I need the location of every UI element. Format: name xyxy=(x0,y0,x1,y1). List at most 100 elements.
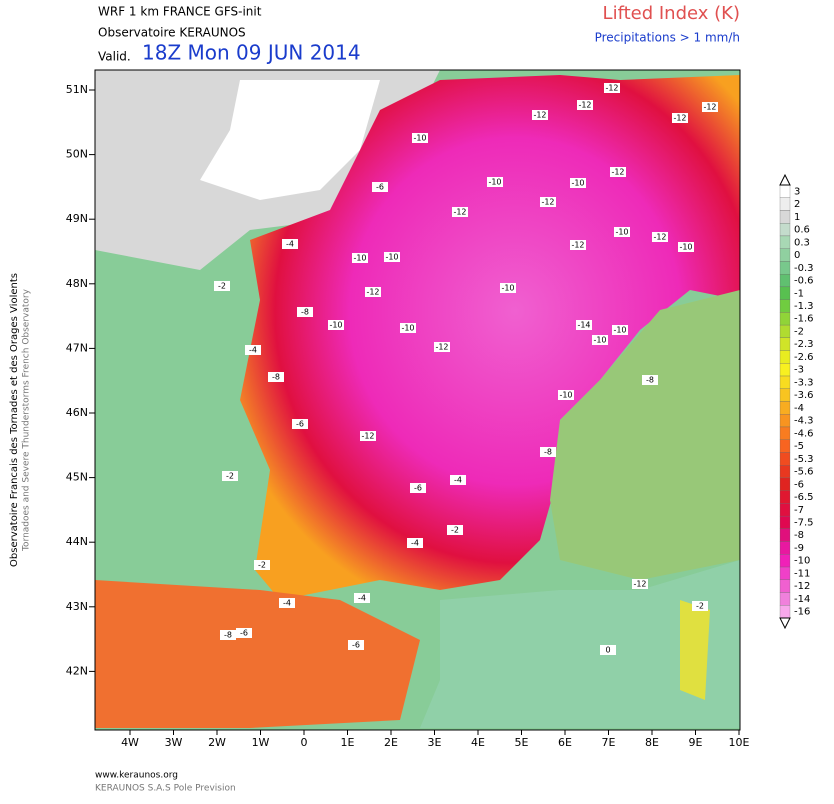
map-label: -2 xyxy=(451,526,459,535)
lat-label: 44N xyxy=(66,535,88,548)
subtitle: Precipitations > 1 mm/h xyxy=(595,31,740,45)
legend-arrow xyxy=(779,617,791,630)
lon-label: 5E xyxy=(515,736,529,749)
map-label-box xyxy=(632,579,648,589)
map-label-box xyxy=(384,252,400,262)
legend-swatch xyxy=(779,541,791,555)
legend-swatch xyxy=(779,184,791,198)
map-label: -10 xyxy=(571,179,584,188)
map-label-box xyxy=(614,227,630,237)
map-label-box xyxy=(297,307,313,317)
legend-swatch xyxy=(779,324,791,338)
map-label: -12 xyxy=(533,111,546,120)
legend-swatch xyxy=(779,223,791,237)
map-label: -12 xyxy=(611,168,624,177)
map-label-box xyxy=(570,240,586,250)
lat-label: 46N xyxy=(66,406,88,419)
map-label-box xyxy=(282,239,298,249)
map-label-box xyxy=(577,100,593,110)
map-label-box xyxy=(412,133,428,143)
legend-swatch xyxy=(779,566,791,580)
lon-label: 10E xyxy=(729,736,750,749)
map-label-box xyxy=(400,323,416,333)
legend-label: -3.3 xyxy=(794,377,814,388)
legend-swatch xyxy=(779,197,791,211)
map-label-box xyxy=(450,475,466,485)
legend-label: -11 xyxy=(794,568,810,579)
lat-label: 51N xyxy=(66,83,88,96)
legend-swatch xyxy=(779,592,791,606)
legend-swatch xyxy=(779,439,791,453)
lat-label: 45N xyxy=(66,471,88,484)
map-label-box xyxy=(652,232,668,242)
legend-label: 0 xyxy=(794,250,800,261)
legend-label: -3 xyxy=(794,365,804,376)
map-label: -12 xyxy=(453,208,466,217)
map-label-box xyxy=(434,342,450,352)
legend-label: -12 xyxy=(794,581,810,592)
map-label-box xyxy=(268,372,284,382)
side-text: Observatoire Francais des Tornades et de… xyxy=(9,273,20,567)
footer-company: KERAUNOS S.A.S Pole Prevision xyxy=(95,784,236,794)
lon-label: 7E xyxy=(602,736,616,749)
legend-swatch xyxy=(779,579,791,593)
map-label: -12 xyxy=(571,241,584,250)
map-label-box xyxy=(532,110,548,120)
legend-label: -1.3 xyxy=(794,301,814,312)
legend-label: -1.6 xyxy=(794,314,814,325)
legend-label: -16 xyxy=(794,607,810,618)
map-label: -12 xyxy=(361,432,374,441)
lat-label: 47N xyxy=(66,341,88,354)
map-label: -10 xyxy=(353,254,366,263)
axes: 51N 50N 49N 48N 47N 46N 45N 44N 43N 42N 4W 3W 2W 1W 0 1… xyxy=(66,83,750,749)
legend-label: -5.3 xyxy=(794,454,814,465)
map-label-box xyxy=(292,419,308,429)
map-label: -12 xyxy=(703,103,716,112)
map-label-box xyxy=(222,471,238,481)
legend-label: -5.6 xyxy=(794,467,814,478)
legend-swatch xyxy=(779,388,791,402)
map-label-box xyxy=(245,345,261,355)
map-label-box xyxy=(600,645,616,655)
map-label-box xyxy=(540,197,556,207)
legend-swatch xyxy=(779,503,791,517)
map-label: -12 xyxy=(673,114,686,123)
map-label-box xyxy=(447,525,463,535)
legend-label: -6 xyxy=(794,479,804,490)
map-label: -10 xyxy=(615,228,628,237)
legend-label: -2.6 xyxy=(794,352,814,363)
map-label: -8 xyxy=(544,448,552,457)
legend-label: -2 xyxy=(794,326,804,337)
map-label-box xyxy=(610,167,626,177)
map-label: -8 xyxy=(301,308,309,317)
lon-label: 0 xyxy=(301,736,308,749)
legend-swatch xyxy=(779,528,791,542)
legend-label: -4.3 xyxy=(794,416,814,427)
map-label-box xyxy=(410,483,426,493)
map-label-box xyxy=(692,601,708,611)
lat-label: 43N xyxy=(66,600,88,613)
legend-arrow xyxy=(779,173,791,186)
map-label-box xyxy=(487,177,503,187)
map-labels: -12 -12 -10 -12 -10 -12 -12 -10 -10 -10 -12 -10 -6 -4… xyxy=(214,83,718,655)
map-label: -6 xyxy=(376,183,384,192)
map-label: -10 xyxy=(385,253,398,262)
lon-label: 3E xyxy=(428,736,442,749)
lon-label: 1W xyxy=(252,736,270,749)
legend-label: -5 xyxy=(794,441,804,452)
source: Observatoire KERAUNOS xyxy=(98,26,246,40)
legend-label: -1 xyxy=(794,288,804,299)
legend-label: 1 xyxy=(794,212,800,223)
legend-swatch xyxy=(779,426,791,440)
map-label: -10 xyxy=(488,178,501,187)
legend-swatch xyxy=(779,286,791,300)
lat-label: 49N xyxy=(66,212,88,225)
map-label: -2 xyxy=(218,282,226,291)
lat-label: 42N xyxy=(66,664,88,677)
map-label-box xyxy=(540,447,556,457)
map-label-box xyxy=(279,598,295,608)
lon-label: 8E xyxy=(645,736,659,749)
legend-label: -4 xyxy=(794,403,804,414)
legend-label: -8 xyxy=(794,530,804,541)
legend-label: -7 xyxy=(794,505,804,516)
